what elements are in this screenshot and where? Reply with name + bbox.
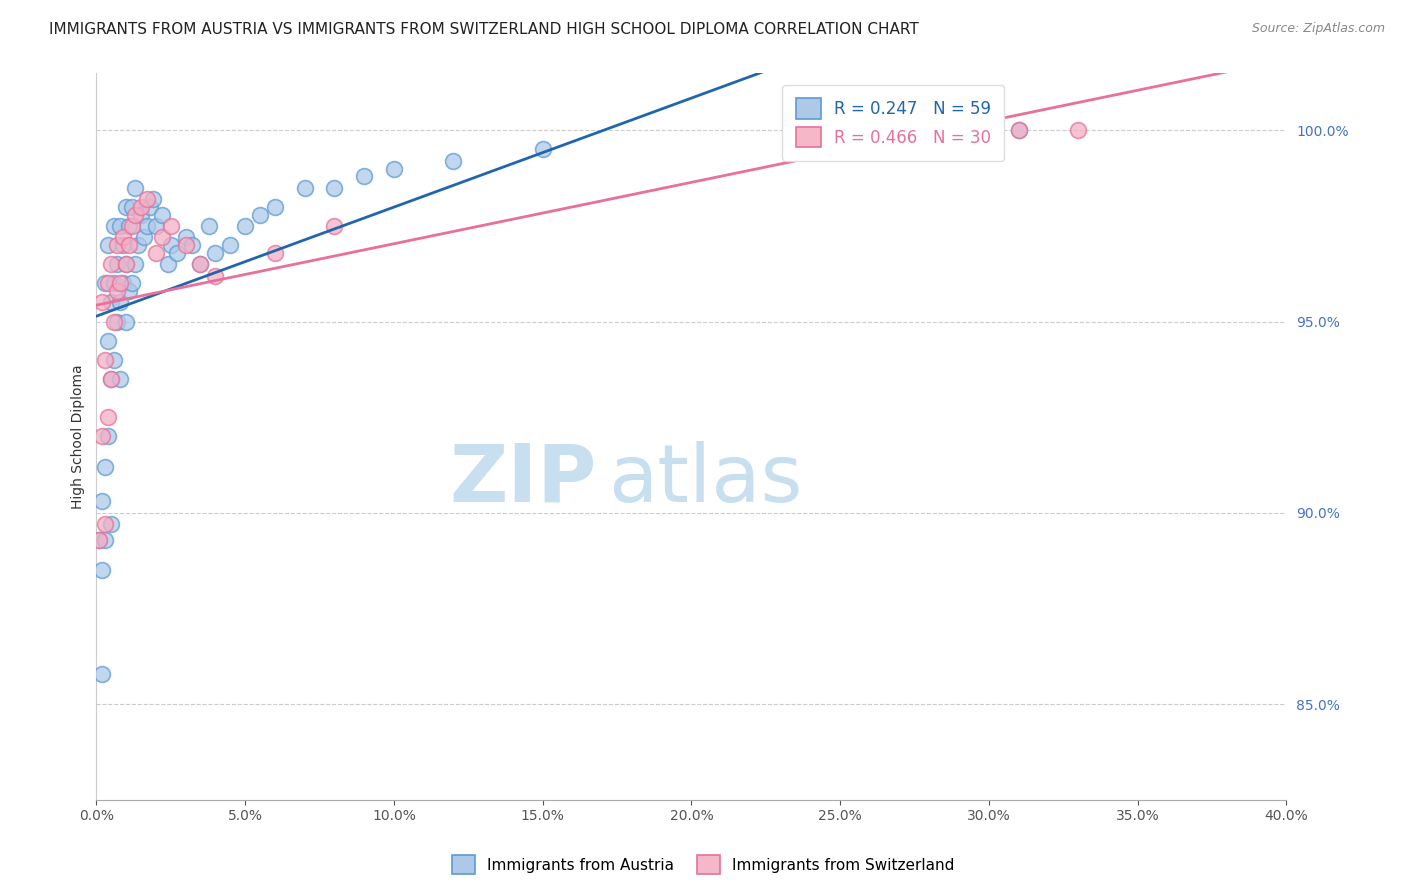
Point xyxy=(121,219,143,233)
Point xyxy=(159,238,181,252)
Point xyxy=(124,257,146,271)
Point xyxy=(118,219,141,233)
Point xyxy=(115,315,138,329)
Y-axis label: High School Diploma: High School Diploma xyxy=(72,364,86,508)
Point xyxy=(190,257,212,271)
Point xyxy=(97,429,120,443)
Point xyxy=(91,429,114,443)
Point xyxy=(103,352,125,367)
Point xyxy=(115,257,138,271)
Text: atlas: atlas xyxy=(609,441,803,519)
Point xyxy=(129,200,152,214)
Text: IMMIGRANTS FROM AUSTRIA VS IMMIGRANTS FROM SWITZERLAND HIGH SCHOOL DIPLOMA CORRE: IMMIGRANTS FROM AUSTRIA VS IMMIGRANTS FR… xyxy=(49,22,920,37)
Point xyxy=(124,207,146,221)
Point xyxy=(139,200,162,214)
Point xyxy=(174,238,197,252)
Point xyxy=(97,277,120,291)
Point xyxy=(115,200,138,214)
Point xyxy=(159,219,181,233)
Point xyxy=(108,277,131,291)
Point xyxy=(91,666,114,681)
Point xyxy=(112,277,135,291)
Point xyxy=(121,277,143,291)
Point xyxy=(204,245,226,260)
Point xyxy=(531,143,554,157)
Point xyxy=(441,153,464,168)
Point xyxy=(145,219,167,233)
Point xyxy=(129,207,152,221)
Point xyxy=(94,352,117,367)
Point xyxy=(121,200,143,214)
Point xyxy=(136,219,159,233)
Point xyxy=(145,245,167,260)
Point xyxy=(180,238,202,252)
Point xyxy=(108,295,131,310)
Point xyxy=(118,238,141,252)
Point xyxy=(94,460,117,475)
Point xyxy=(198,219,221,233)
Point xyxy=(249,207,271,221)
Point xyxy=(219,238,242,252)
Point xyxy=(263,245,285,260)
Point xyxy=(382,161,405,176)
Point xyxy=(1008,123,1031,137)
Point xyxy=(353,169,375,184)
Text: ZIP: ZIP xyxy=(449,441,596,519)
Point xyxy=(100,372,122,386)
Point xyxy=(112,230,135,244)
Point xyxy=(100,295,122,310)
Point xyxy=(100,257,122,271)
Point xyxy=(132,230,155,244)
Point xyxy=(174,230,197,244)
Point xyxy=(100,517,122,532)
Point xyxy=(108,219,131,233)
Point xyxy=(142,192,165,206)
Point xyxy=(91,494,114,508)
Point xyxy=(105,315,128,329)
Point xyxy=(103,219,125,233)
Point xyxy=(115,257,138,271)
Point xyxy=(156,257,179,271)
Point xyxy=(105,238,128,252)
Point xyxy=(124,180,146,194)
Point xyxy=(118,284,141,298)
Point xyxy=(97,334,120,348)
Point xyxy=(89,533,111,547)
Point xyxy=(91,563,114,577)
Point xyxy=(150,230,173,244)
Point xyxy=(150,207,173,221)
Point xyxy=(190,257,212,271)
Point xyxy=(100,372,122,386)
Point xyxy=(294,180,316,194)
Point xyxy=(105,284,128,298)
Legend: R = 0.247   N = 59, R = 0.466   N = 30: R = 0.247 N = 59, R = 0.466 N = 30 xyxy=(782,85,1004,161)
Point xyxy=(108,372,131,386)
Point xyxy=(136,192,159,206)
Point xyxy=(263,200,285,214)
Point xyxy=(89,533,111,547)
Point xyxy=(105,257,128,271)
Point xyxy=(166,245,188,260)
Point xyxy=(103,315,125,329)
Point xyxy=(323,219,346,233)
Point xyxy=(94,533,117,547)
Legend: Immigrants from Austria, Immigrants from Switzerland: Immigrants from Austria, Immigrants from… xyxy=(446,849,960,880)
Point xyxy=(323,180,346,194)
Point xyxy=(97,238,120,252)
Point xyxy=(103,277,125,291)
Point xyxy=(233,219,256,233)
Point xyxy=(97,410,120,425)
Point xyxy=(1067,123,1090,137)
Point xyxy=(127,238,149,252)
Point xyxy=(204,268,226,283)
Text: Source: ZipAtlas.com: Source: ZipAtlas.com xyxy=(1251,22,1385,36)
Point xyxy=(112,238,135,252)
Point xyxy=(91,295,114,310)
Point xyxy=(1008,123,1031,137)
Point xyxy=(94,277,117,291)
Point xyxy=(94,517,117,532)
